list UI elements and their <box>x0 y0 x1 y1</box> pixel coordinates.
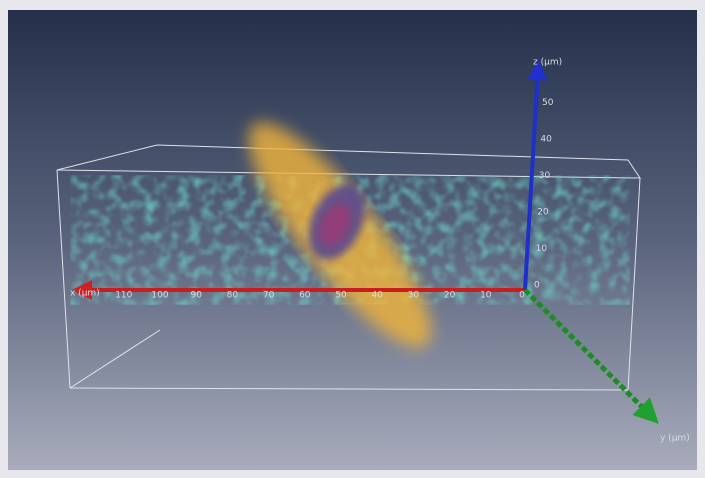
x-tick-label: 0 <box>519 291 525 301</box>
render-view: x (µm) z (µm) y (µm) 0 10 20 30 40 50 60 70 80 90… <box>0 0 705 478</box>
z-tick-label: 20 <box>537 208 549 218</box>
z-tick-label: 40 <box>540 135 552 145</box>
page: x (µm) z (µm) y (µm) 0 10 20 30 40 50 60 70 80 90… <box>0 0 705 478</box>
x-tick-label: 20 <box>444 291 456 301</box>
x-tick-label: 50 <box>335 291 347 301</box>
z-tick-label: 30 <box>539 171 551 181</box>
x-axis-label: x (µm) <box>70 289 100 299</box>
x-tick-label: 110 <box>115 291 132 301</box>
z-axis-label: z (µm) <box>533 58 562 68</box>
z-tick-label: 50 <box>542 98 554 108</box>
x-tick-label: 80 <box>227 291 239 301</box>
x-tick-label: 40 <box>371 291 383 301</box>
x-tick-label: 30 <box>408 291 420 301</box>
x-tick-label: 100 <box>151 291 168 301</box>
z-tick-label: 0 <box>534 281 540 291</box>
x-tick-label: 60 <box>299 291 311 301</box>
y-axis-label: y (µm) <box>660 434 690 444</box>
x-tick-label: 10 <box>480 291 492 301</box>
z-tick-label: 10 <box>536 244 548 254</box>
x-tick-label: 70 <box>263 291 275 301</box>
x-tick-label: 90 <box>190 291 202 301</box>
